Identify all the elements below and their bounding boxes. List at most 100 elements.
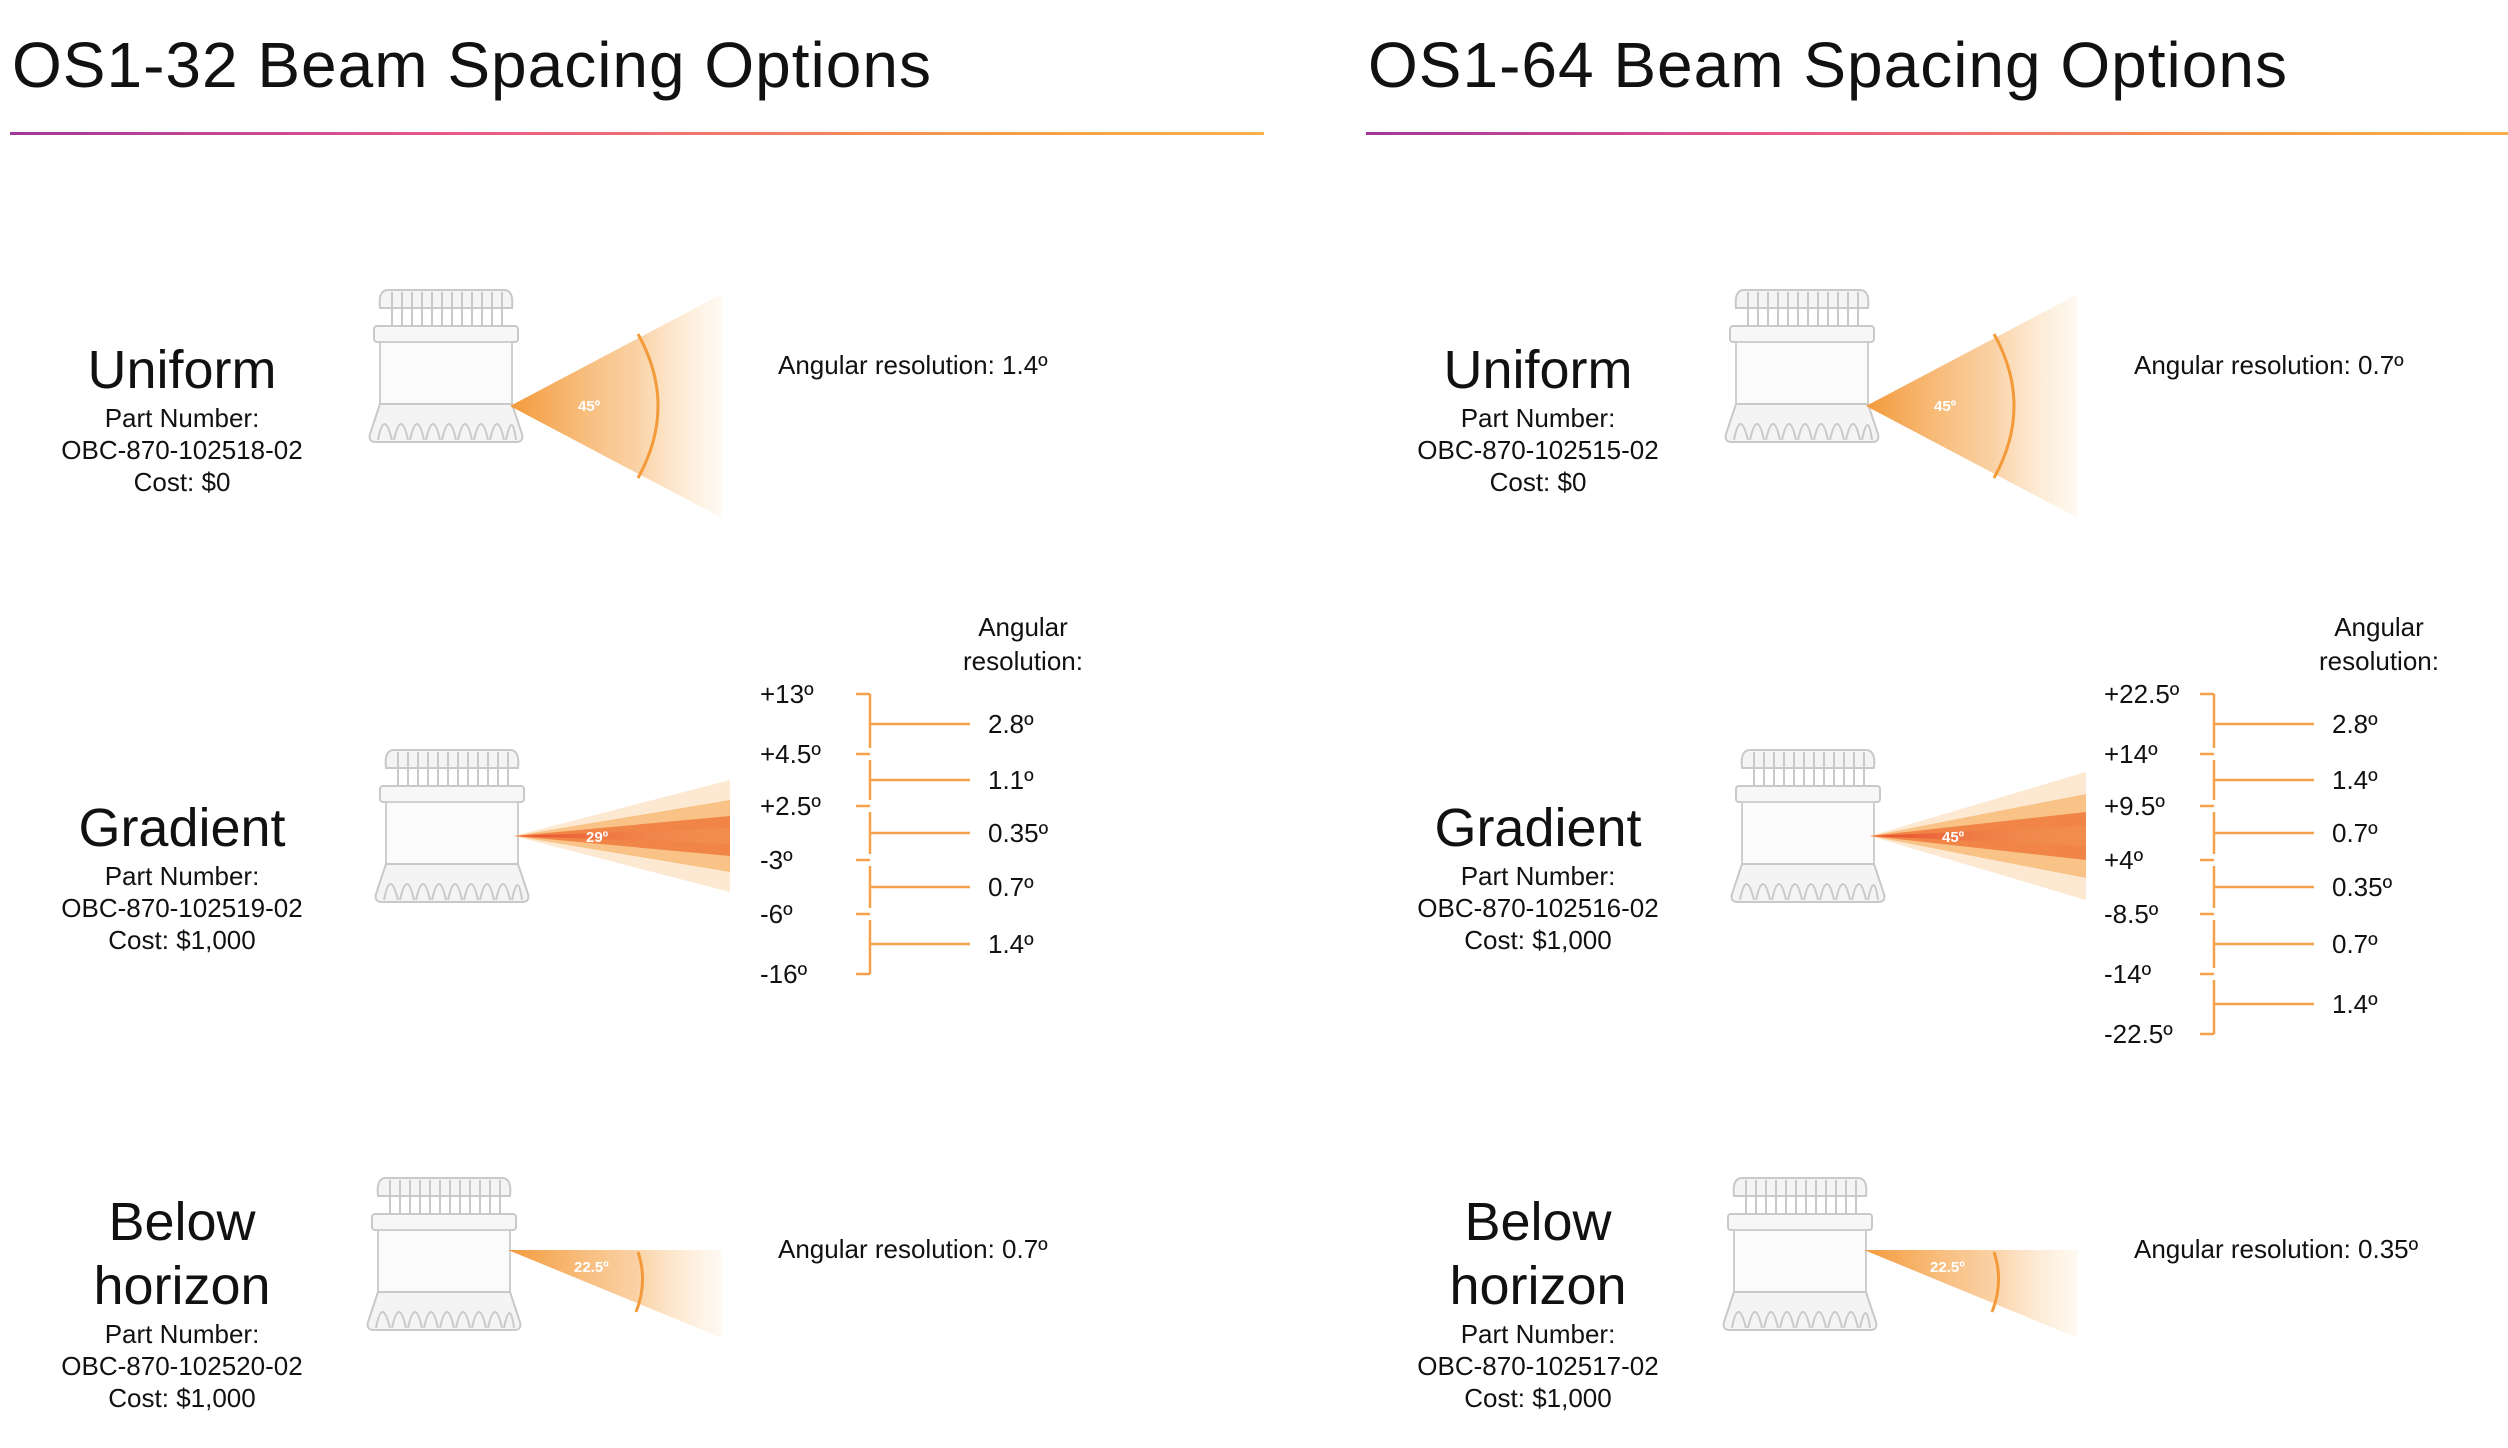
resolution-header-line2: resolution: [2319,646,2439,676]
angle-label: +14º [2104,739,2158,769]
part-number: OBC-870-102515-02 [1417,435,1659,465]
fov-arc [636,333,660,479]
angular-resolution: Angular resolution: 1.4º [778,350,1048,380]
fov-label: 45º [578,398,601,415]
resolution-value: 0.35º [988,818,1049,848]
part-number: OBC-870-102516-02 [1417,893,1659,923]
beam-fan-core [1870,826,2086,846]
cost: Cost: $1,000 [108,1383,256,1413]
option-name-line1: Below [108,1192,256,1252]
angle-label: -3º [760,845,793,875]
resolution-value: 0.7º [2332,929,2378,959]
option-label: Uniform Part Number: OBC-870-102515-02 C… [1368,338,1708,498]
page-title: OS1-64 Beam Spacing Options [1368,29,2288,101]
beam-fan-core [514,828,730,844]
option-label: Gradient Part Number: OBC-870-102519-02 … [12,796,352,956]
title-divider [10,132,1264,135]
resolution-value: 1.4º [2332,989,2378,1019]
resolution-header-line1: Angular [978,612,1068,642]
title-divider [1366,132,2508,135]
beam-fan [1864,1250,2078,1338]
sensor-diagram: 45º [368,289,722,518]
sensor-diagram: 22.5º [1722,1177,2078,1338]
resolution-value: 2.8º [988,709,1034,739]
sensor-diagram: 29º [374,749,730,903]
resolution-bracket-diagram: +22.5º +14º +9.5º +4º -8.5º -14º -22.5º 2.8º 1.4… [2104,679,2393,1049]
angle-label: -16º [760,959,808,989]
option-label: Uniform Part Number: OBC-870-102518-02 C… [12,338,352,498]
lidar-sensor-icon [366,1177,522,1331]
fov-label: 29º [586,829,609,846]
part-number-label: Part Number: [104,403,260,433]
beam-fan [508,1250,722,1338]
part-number: OBC-870-102517-02 [1417,1351,1659,1381]
cost: Cost: $1,000 [1464,1383,1612,1413]
part-number-label: Part Number: [104,1319,260,1349]
angle-label: +4.5º [760,739,821,769]
part-number-label: Part Number: [104,861,260,891]
angle-label: -14º [2104,959,2152,989]
lidar-sensor-icon [1722,1177,1878,1331]
angle-label: +22.5º [2104,679,2180,709]
resolution-value: 1.4º [2332,765,2378,795]
resolution-value: 1.1º [988,765,1034,795]
cost: Cost: $1,000 [1464,925,1612,955]
angular-resolution: Angular resolution: 0.7º [778,1234,1048,1264]
angle-label: +13º [760,679,814,709]
resolution-header-line1: Angular [2334,612,2424,642]
resolution-header: Angular resolution: [958,610,1088,678]
fov-label: 22.5º [1930,1259,1965,1276]
angle-label: -8.5º [2104,899,2159,929]
part-number: OBC-870-102518-02 [61,435,303,465]
resolution-bracket-diagram: +13º +4.5º +2.5º -3º -6º -16º 2.8º 1.1º 0.35º 0.7… [760,679,1049,989]
resolution-value: 0.35º [2332,872,2393,902]
part-number-label: Part Number: [1460,861,1616,891]
part-number: OBC-870-102520-02 [61,1351,303,1381]
angle-label: -6º [760,899,793,929]
option-name-line1: Below [1464,1192,1612,1252]
fov-arc [1992,333,2016,479]
angular-resolution: Angular resolution: 0.35º [2134,1234,2419,1264]
option-name-line2: horizon [93,1256,271,1316]
cost: Cost: $0 [1489,467,1587,497]
lidar-sensor-icon [1724,289,1880,443]
sensor-diagram: 45º [1724,289,2078,518]
part-number-label: Part Number: [1460,403,1616,433]
panel-os1-32: OS1-32 Beam Spacing Options Uniform Part… [10,29,1264,1414]
cost: Cost: $1,000 [108,925,256,955]
cost: Cost: $0 [133,467,231,497]
fov-label: 45º [1934,398,1957,415]
resolution-header: Angular resolution: [2314,610,2444,678]
part-number-label: Part Number: [1460,1319,1616,1349]
option-name-line2: horizon [1449,1256,1627,1316]
fov-arc [1990,1251,2000,1313]
option-label: Below horizon Part Number: OBC-870-10252… [12,1190,352,1414]
angle-label: +9.5º [2104,791,2165,821]
lidar-sensor-icon [368,289,524,443]
resolution-value: 0.7º [988,872,1034,902]
part-number: OBC-870-102519-02 [61,893,303,923]
beam-fan [510,294,722,518]
lidar-sensor-icon [1730,749,1886,903]
sensor-diagram: 45º [1730,749,2086,903]
angle-label: -22.5º [2104,1019,2173,1049]
sensor-diagram: 22.5º [366,1177,722,1338]
resolution-value: 0.7º [2332,818,2378,848]
resolution-header-line2: resolution: [963,646,1083,676]
panel-os1-64: OS1-64 Beam Spacing Options Uniform Part… [1356,0,2508,1448]
fov-label: 22.5º [574,1259,609,1276]
option-label: Below horizon Part Number: OBC-870-10251… [1368,1190,1708,1414]
option-name: Uniform [87,340,277,400]
fov-label: 45º [1942,829,1965,846]
lidar-sensor-icon [374,749,530,903]
option-name: Gradient [1434,798,1642,858]
resolution-value: 2.8º [2332,709,2378,739]
fov-arc [634,1251,644,1313]
angular-resolution: Angular resolution: 0.7º [2134,350,2404,380]
option-label: Gradient Part Number: OBC-870-102516-02 … [1368,796,1708,956]
angle-label: +2.5º [760,791,821,821]
beam-fan [1866,294,2078,518]
page-title: OS1-32 Beam Spacing Options [12,29,932,101]
resolution-value: 1.4º [988,929,1034,959]
angle-label: +4º [2104,845,2144,875]
